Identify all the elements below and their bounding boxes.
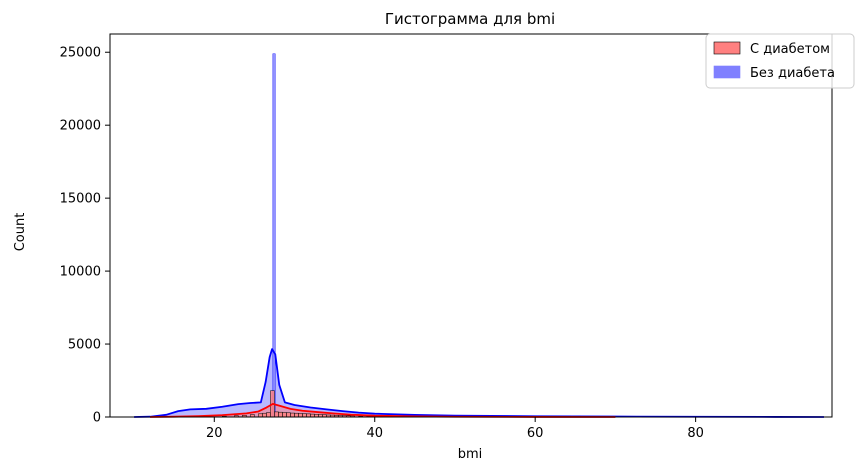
x-tick-label: 40 — [366, 426, 383, 441]
kde-line-without-diabetes — [134, 348, 824, 418]
plot-area — [134, 53, 824, 418]
legend-label-without-diabetes: Без диабета — [750, 66, 835, 81]
legend-label-with-diabetes: С диабетом — [750, 42, 830, 57]
histogram-bar — [282, 412, 287, 418]
histogram-bar — [286, 412, 291, 418]
histogram-bar — [298, 413, 303, 418]
y-axis-label: Count — [13, 213, 28, 252]
y-tick-label: 5000 — [68, 338, 101, 353]
x-axis-ticks: 20 40 60 80 — [206, 417, 704, 441]
legend-swatch-without-diabetes — [713, 65, 741, 79]
y-tick-label: 0 — [93, 411, 101, 426]
y-tick-label: 10000 — [60, 265, 101, 280]
chart-title: Гистограмма для bmi — [385, 10, 555, 28]
histogram-bar — [278, 411, 283, 418]
x-tick-label: 20 — [206, 426, 223, 441]
histogram-bar — [294, 412, 299, 418]
histogram-bar — [290, 412, 295, 418]
kde-curves — [134, 348, 824, 418]
legend-box — [705, 33, 855, 89]
histogram-bar — [266, 412, 271, 418]
histogram-bar — [302, 413, 307, 418]
y-axis-ticks: 0 5000 10000 15000 20000 25000 — [60, 46, 110, 426]
axes-frame — [109, 33, 833, 418]
y-tick-label: 25000 — [60, 46, 101, 61]
histogram-bins — [134, 53, 824, 418]
histogram-bar — [272, 53, 276, 418]
legend: С диабетом Без диабета — [705, 33, 855, 89]
y-tick-label: 20000 — [60, 119, 101, 134]
x-axis-label: bmi — [458, 447, 483, 462]
x-tick-label: 60 — [527, 426, 544, 441]
histogram-bar — [274, 411, 279, 418]
y-tick-label: 15000 — [60, 192, 101, 207]
x-tick-label: 80 — [687, 426, 704, 441]
legend-swatch-with-diabetes — [713, 41, 741, 55]
histogram-bar — [262, 412, 267, 418]
kde-area-without-diabetes — [134, 349, 824, 417]
kde-line-with-diabetes — [150, 402, 616, 418]
